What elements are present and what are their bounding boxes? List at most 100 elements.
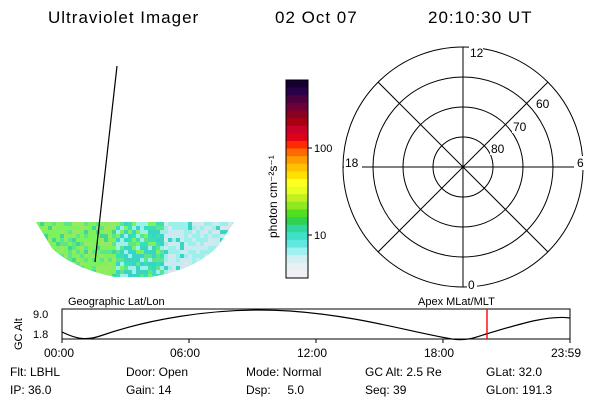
image-pixel bbox=[200, 242, 204, 246]
image-pixel bbox=[208, 262, 212, 266]
image-pixel bbox=[204, 226, 208, 230]
colorbar-segment bbox=[286, 232, 308, 241]
image-pixel bbox=[140, 262, 144, 266]
image-pixel bbox=[60, 226, 64, 230]
image-pixel bbox=[112, 230, 116, 234]
image-pixel bbox=[112, 250, 116, 254]
image-pixel bbox=[224, 274, 228, 277]
image-pixel bbox=[104, 254, 108, 258]
image-pixel bbox=[208, 226, 212, 230]
image-pixel bbox=[116, 258, 120, 262]
image-pixel bbox=[104, 242, 108, 246]
image-pixel bbox=[216, 254, 220, 258]
image-pixel bbox=[100, 258, 104, 262]
image-pixel bbox=[88, 270, 92, 274]
colorbar-segment bbox=[286, 201, 308, 211]
image-pixel bbox=[180, 258, 184, 262]
image-pixel bbox=[136, 230, 140, 234]
image-pixel bbox=[44, 262, 48, 266]
image-pixel bbox=[164, 266, 168, 270]
image-pixel bbox=[224, 246, 228, 250]
image-pixel bbox=[132, 270, 136, 274]
image-pixel bbox=[160, 270, 164, 274]
image-pixel bbox=[44, 250, 48, 254]
image-pixel bbox=[184, 234, 188, 238]
image-pixel bbox=[132, 222, 136, 226]
image-pixel bbox=[40, 242, 44, 246]
image-pixel bbox=[56, 254, 60, 258]
image-pixel bbox=[156, 222, 160, 226]
image-pixel bbox=[72, 258, 76, 262]
image-pixel bbox=[76, 230, 80, 234]
image-pixel bbox=[200, 262, 204, 266]
image-pixel bbox=[76, 246, 80, 250]
image-pixel bbox=[168, 262, 172, 266]
altitude-curve bbox=[61, 309, 571, 341]
image-pixel bbox=[204, 222, 208, 226]
image-pixel bbox=[100, 250, 104, 254]
image-pixel bbox=[196, 254, 200, 258]
image-pixel bbox=[112, 258, 116, 262]
image-pixel bbox=[172, 242, 176, 246]
image-pixel bbox=[228, 262, 232, 266]
image-pixel bbox=[204, 246, 208, 250]
image-pixel bbox=[104, 274, 108, 277]
image-pixel bbox=[228, 266, 232, 270]
image-pixel bbox=[200, 222, 204, 226]
image-pixel bbox=[228, 234, 232, 238]
image-pixel bbox=[144, 274, 148, 277]
image-pixel bbox=[40, 246, 44, 250]
image-pixel bbox=[116, 254, 120, 258]
image-pixel bbox=[140, 226, 144, 230]
image-pixel bbox=[192, 242, 196, 246]
image-pixel bbox=[220, 258, 224, 262]
image-pixel bbox=[36, 262, 40, 266]
image-pixel bbox=[128, 254, 132, 258]
image-pixel bbox=[52, 246, 56, 250]
image-pixel bbox=[52, 242, 56, 246]
image-pixel bbox=[148, 238, 152, 242]
image-pixel bbox=[80, 230, 84, 234]
image-pixel bbox=[108, 242, 112, 246]
image-pixel bbox=[152, 258, 156, 262]
image-pixel bbox=[52, 234, 56, 238]
image-pixel bbox=[56, 222, 60, 226]
image-pixel bbox=[88, 238, 92, 242]
image-pixel bbox=[48, 222, 52, 226]
image-pixel bbox=[212, 226, 216, 230]
image-pixel bbox=[204, 242, 208, 246]
image-pixel bbox=[156, 238, 160, 242]
image-pixel bbox=[96, 262, 100, 266]
image-pixel bbox=[120, 246, 124, 250]
image-pixel bbox=[232, 246, 234, 250]
image-pixel bbox=[184, 246, 188, 250]
image-pixel bbox=[120, 262, 124, 266]
info-seq: Seq: 39 bbox=[365, 383, 407, 397]
image-pixel bbox=[100, 234, 104, 238]
image-pixel bbox=[68, 254, 72, 258]
image-pixel bbox=[196, 258, 200, 262]
image-pixel bbox=[76, 274, 80, 277]
image-pixel bbox=[196, 266, 200, 270]
image-pixel bbox=[124, 238, 128, 242]
image-pixel bbox=[140, 242, 144, 246]
image-pixel bbox=[176, 230, 180, 234]
image-pixel bbox=[208, 234, 212, 238]
image-pixel bbox=[188, 258, 192, 262]
image-pixel bbox=[160, 250, 164, 254]
image-pixel bbox=[40, 258, 44, 262]
image-pixel bbox=[60, 230, 64, 234]
image-pixel bbox=[212, 242, 216, 246]
image-pixel bbox=[216, 238, 220, 242]
image-pixel bbox=[184, 274, 188, 277]
image-pixel bbox=[96, 274, 100, 277]
image-pixel bbox=[84, 258, 88, 262]
colorbar-segment bbox=[286, 179, 308, 188]
image-pixel bbox=[228, 250, 232, 254]
image-pixel bbox=[108, 266, 112, 270]
image-pixel bbox=[164, 242, 168, 246]
image-pixel bbox=[120, 234, 124, 238]
image-pixel bbox=[68, 242, 72, 246]
image-pixel bbox=[112, 222, 116, 226]
image-pixel bbox=[112, 234, 116, 238]
